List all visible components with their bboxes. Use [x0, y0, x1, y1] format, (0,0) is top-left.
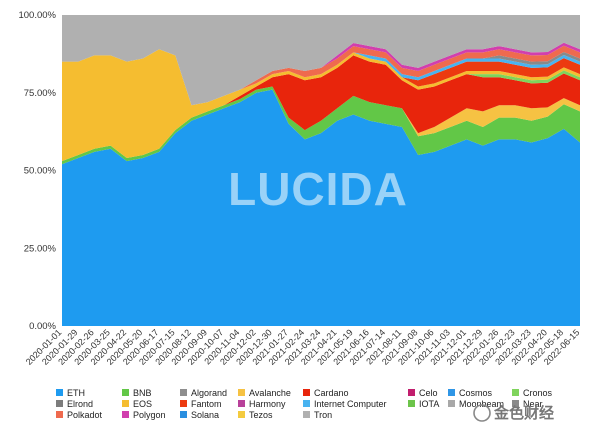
legend-label: IOTA — [419, 399, 439, 409]
legend-label: Polkadot — [67, 410, 103, 420]
legend-swatch — [448, 389, 455, 396]
legend-swatch — [180, 389, 187, 396]
legend-label: Solana — [191, 410, 219, 420]
x-axis: 2020-01-012020-01-292020-02-262020-03-25… — [24, 327, 582, 367]
area-series-eth — [62, 89, 580, 326]
plot-area — [62, 15, 580, 326]
y-axis: 0.00% 25.00% 50.00% 75.00% 100.00% — [18, 10, 56, 332]
legend-swatch — [56, 400, 63, 407]
area-series-cardano — [62, 55, 580, 162]
legend-swatch — [238, 400, 245, 407]
legend-label: Polygon — [133, 410, 166, 420]
legend-swatch — [122, 411, 129, 418]
legend-swatch — [180, 411, 187, 418]
y-tick-label: 25.00% — [24, 243, 57, 254]
legend-swatch — [122, 389, 129, 396]
legend-swatch — [408, 389, 415, 396]
logo: 金色财经 — [473, 404, 554, 422]
legend-label: Harmony — [249, 399, 286, 409]
y-tick-label: 75.00% — [24, 88, 57, 99]
area-series-avalanche — [62, 86, 580, 162]
y-tick-label: 0.00% — [29, 321, 56, 332]
legend-label: Cronos — [523, 388, 553, 398]
legend-swatch — [238, 389, 245, 396]
legend-label: Elrond — [67, 399, 93, 409]
legend-swatch — [56, 411, 63, 418]
legend-label: Tron — [314, 410, 332, 420]
legend-label: Moonbeam — [459, 399, 504, 409]
legend-swatch — [238, 411, 245, 418]
legend-label: BNB — [133, 388, 152, 398]
legend-swatch — [303, 411, 310, 418]
legend-label: Cosmos — [459, 388, 493, 398]
logo-icon — [473, 404, 491, 422]
area-series-polkadot — [62, 45, 580, 106]
legend-swatch — [512, 400, 519, 407]
watermark-text: LUCIDA — [228, 163, 408, 215]
legend-label: ETH — [67, 388, 85, 398]
legend-label: Avalanche — [249, 388, 291, 398]
legend-label: Fantom — [191, 399, 222, 409]
legend-label: Cardano — [314, 388, 349, 398]
legend-swatch — [408, 400, 415, 407]
legend-swatch — [448, 400, 455, 407]
legend-swatch — [512, 389, 519, 396]
logo-text: 金色财经 — [493, 404, 554, 422]
y-tick-label: 50.00% — [24, 166, 57, 177]
legend-swatch — [303, 400, 310, 407]
legend-label: Internet Computer — [314, 399, 387, 409]
legend-label: Tezos — [249, 410, 273, 420]
legend-swatch — [56, 389, 63, 396]
legend-label: EOS — [133, 399, 152, 409]
legend-label: Algorand — [191, 388, 227, 398]
area-series-tron — [62, 15, 580, 106]
legend-swatch — [122, 400, 129, 407]
legend-label: Celo — [419, 388, 438, 398]
area-series-bnb — [62, 86, 580, 165]
legend: ETH BNB Algorand Avalanche Cardano Celo Cosmos… — [56, 388, 553, 420]
area-series-polygon — [62, 42, 580, 106]
legend-swatch — [303, 389, 310, 396]
legend-swatch — [180, 400, 187, 407]
y-tick-label: 100.00% — [18, 10, 56, 21]
legend-label: Near — [523, 399, 543, 409]
